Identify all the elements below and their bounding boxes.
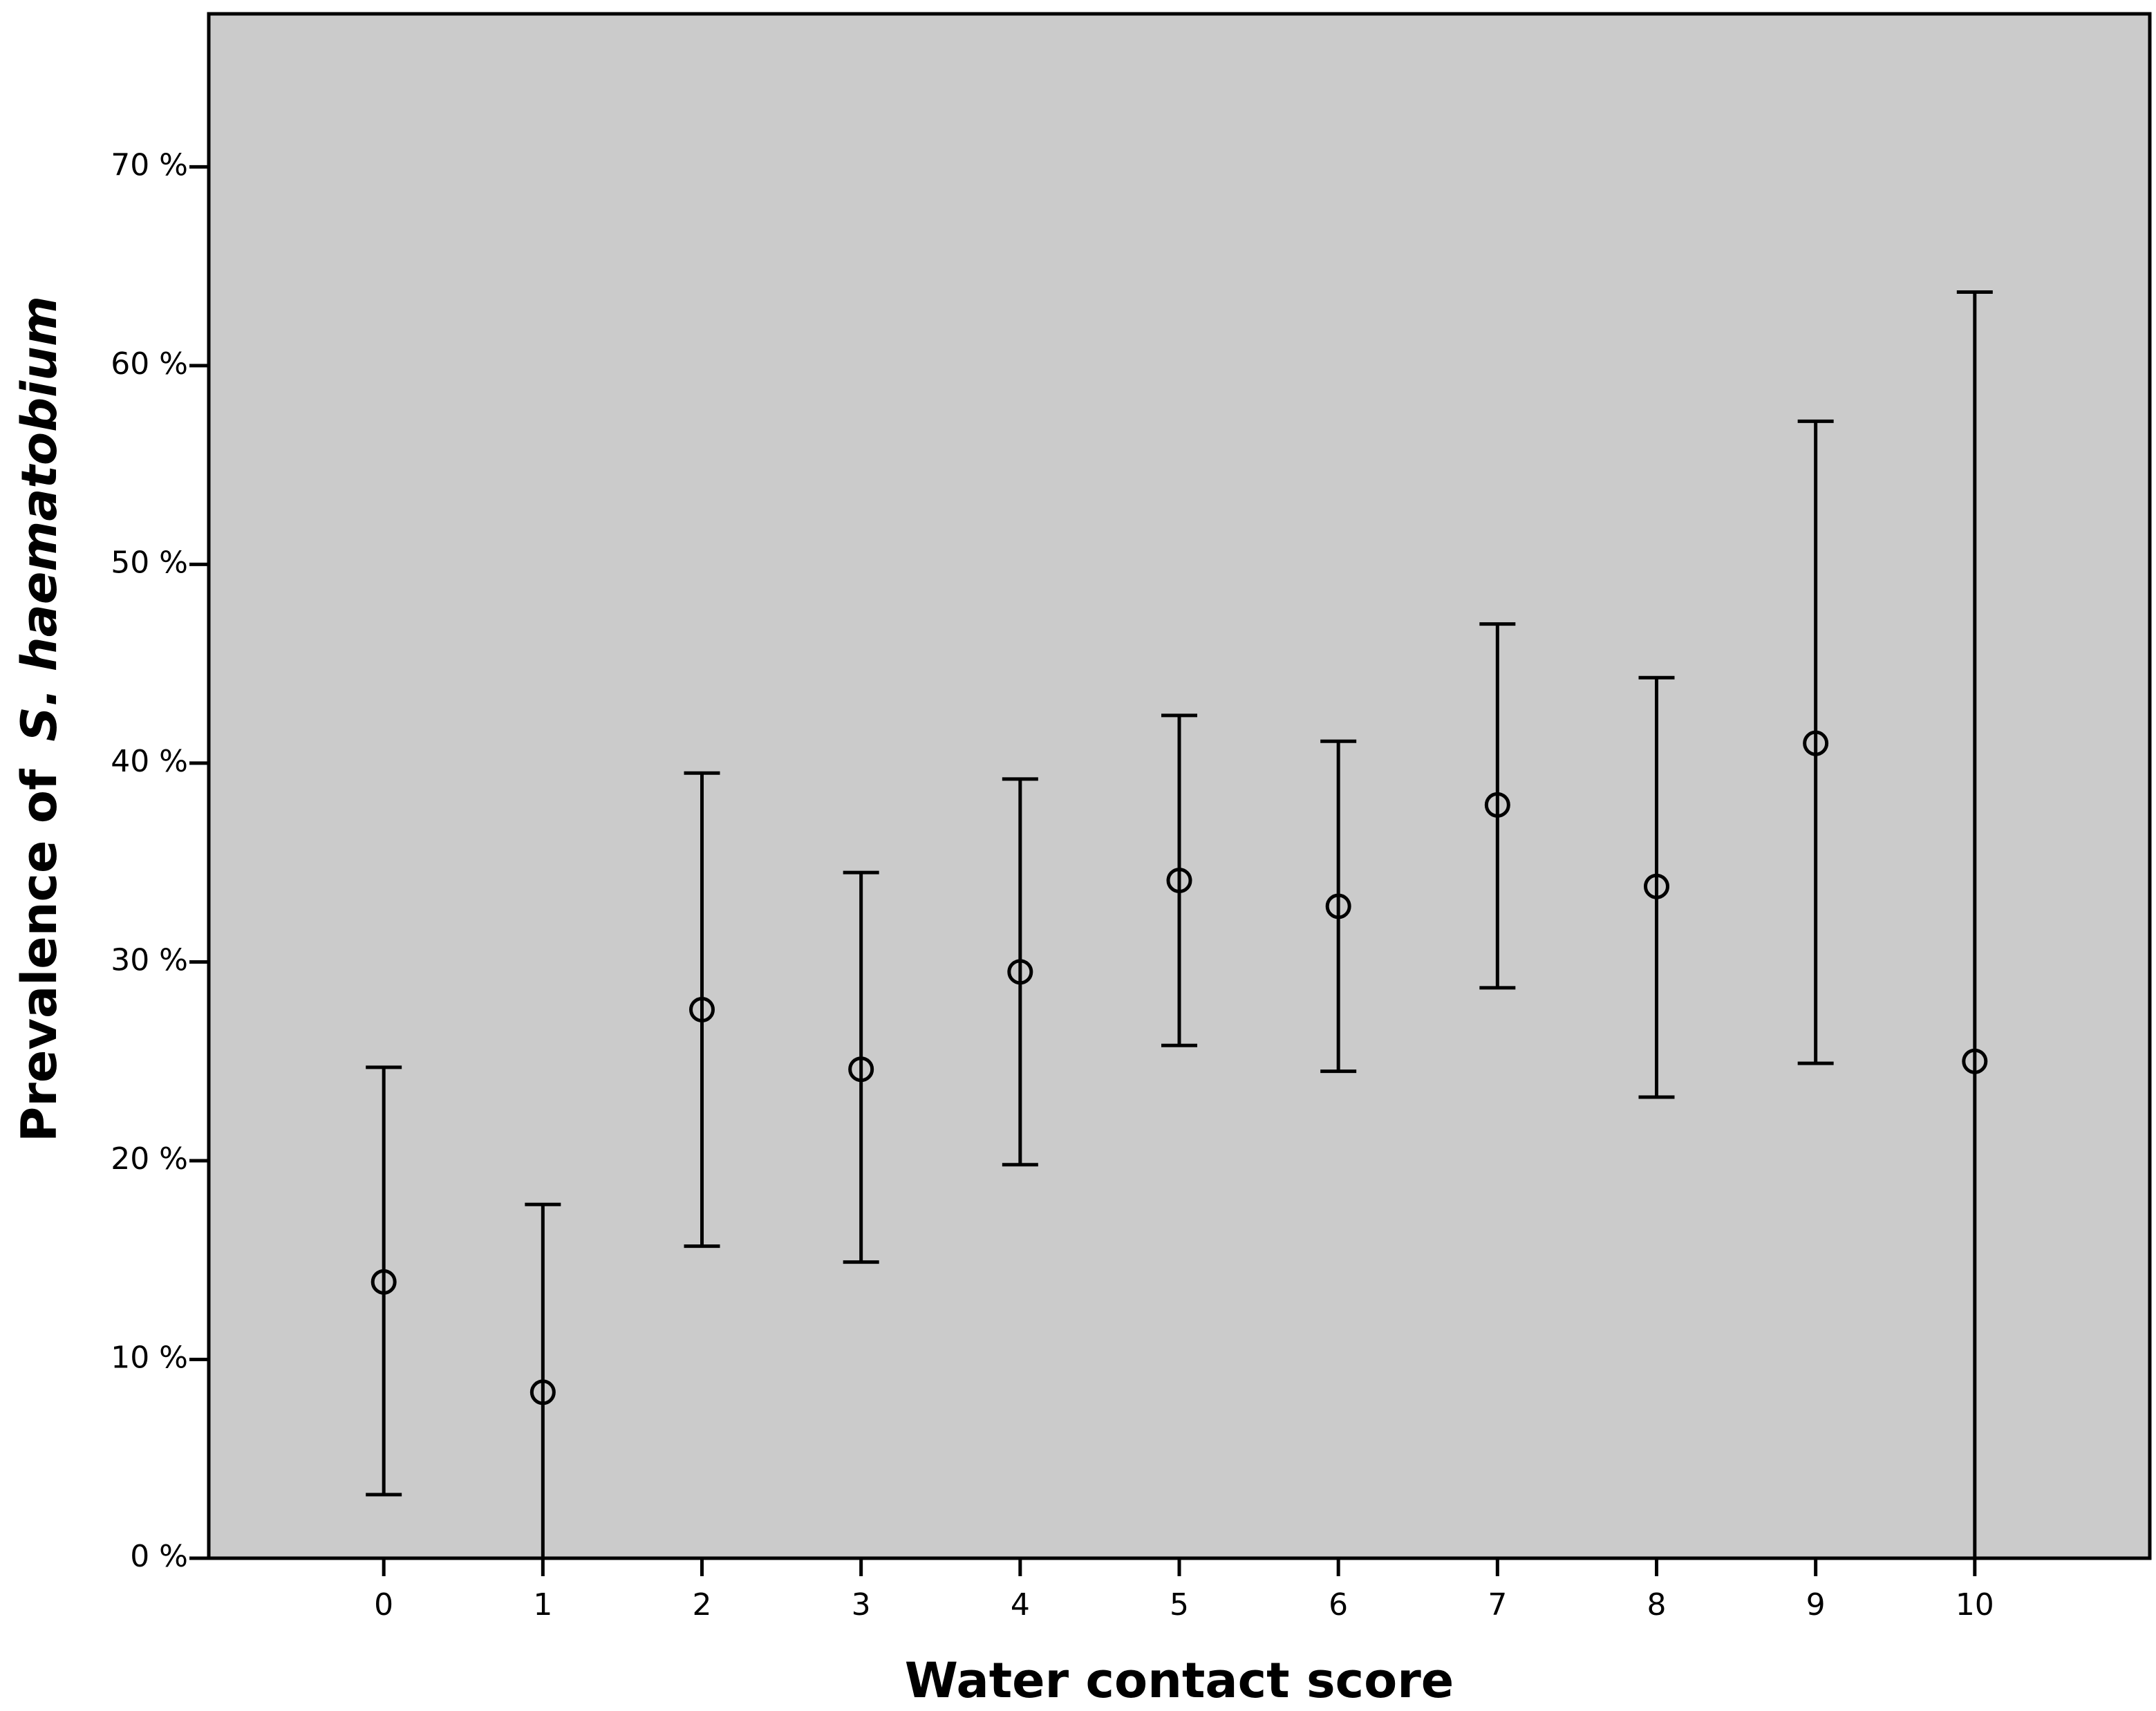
point	[1484, 792, 1510, 818]
y-tick-label: 20 %	[111, 1141, 188, 1177]
point	[1007, 959, 1033, 985]
y-tick-label: 10 %	[111, 1340, 188, 1375]
y-tick-label: 70 %	[111, 147, 188, 183]
x-tick-label: 2	[693, 1587, 712, 1623]
y-axis-title: Prevalence of S. haematobium	[11, 296, 68, 1142]
x-tick-label: 1	[533, 1587, 552, 1623]
point	[689, 996, 715, 1022]
point	[1166, 868, 1192, 894]
y-axis-title-text: Prevalence of	[11, 768, 68, 1142]
point	[1803, 730, 1829, 756]
y-tick-label: 0 %	[130, 1539, 188, 1574]
y-tick-label: 40 %	[111, 744, 188, 779]
point	[1325, 893, 1351, 919]
x-tick-label: 3	[852, 1587, 871, 1623]
point	[1962, 1048, 1988, 1074]
x-tick-label: 8	[1647, 1587, 1666, 1623]
x-tick-label: 10	[1956, 1587, 1994, 1623]
point	[529, 1379, 556, 1405]
x-tick-label: 9	[1806, 1587, 1826, 1623]
point	[371, 1269, 397, 1295]
point	[848, 1056, 874, 1083]
x-tick-label: 0	[374, 1587, 393, 1623]
x-tick-label: 5	[1170, 1587, 1189, 1623]
y-tick-label: 50 %	[111, 545, 188, 580]
x-tick-label: 6	[1329, 1587, 1348, 1623]
y-axis-title-species: S. haematobium	[11, 296, 68, 742]
x-tick-label: 4	[1011, 1587, 1030, 1623]
y-tick-label: 60 %	[111, 346, 188, 382]
y-tick-label: 30 %	[111, 942, 188, 978]
x-tick-label: 7	[1488, 1587, 1507, 1623]
point	[1643, 873, 1669, 899]
x-axis-title: Water contact score	[905, 1652, 1454, 1709]
